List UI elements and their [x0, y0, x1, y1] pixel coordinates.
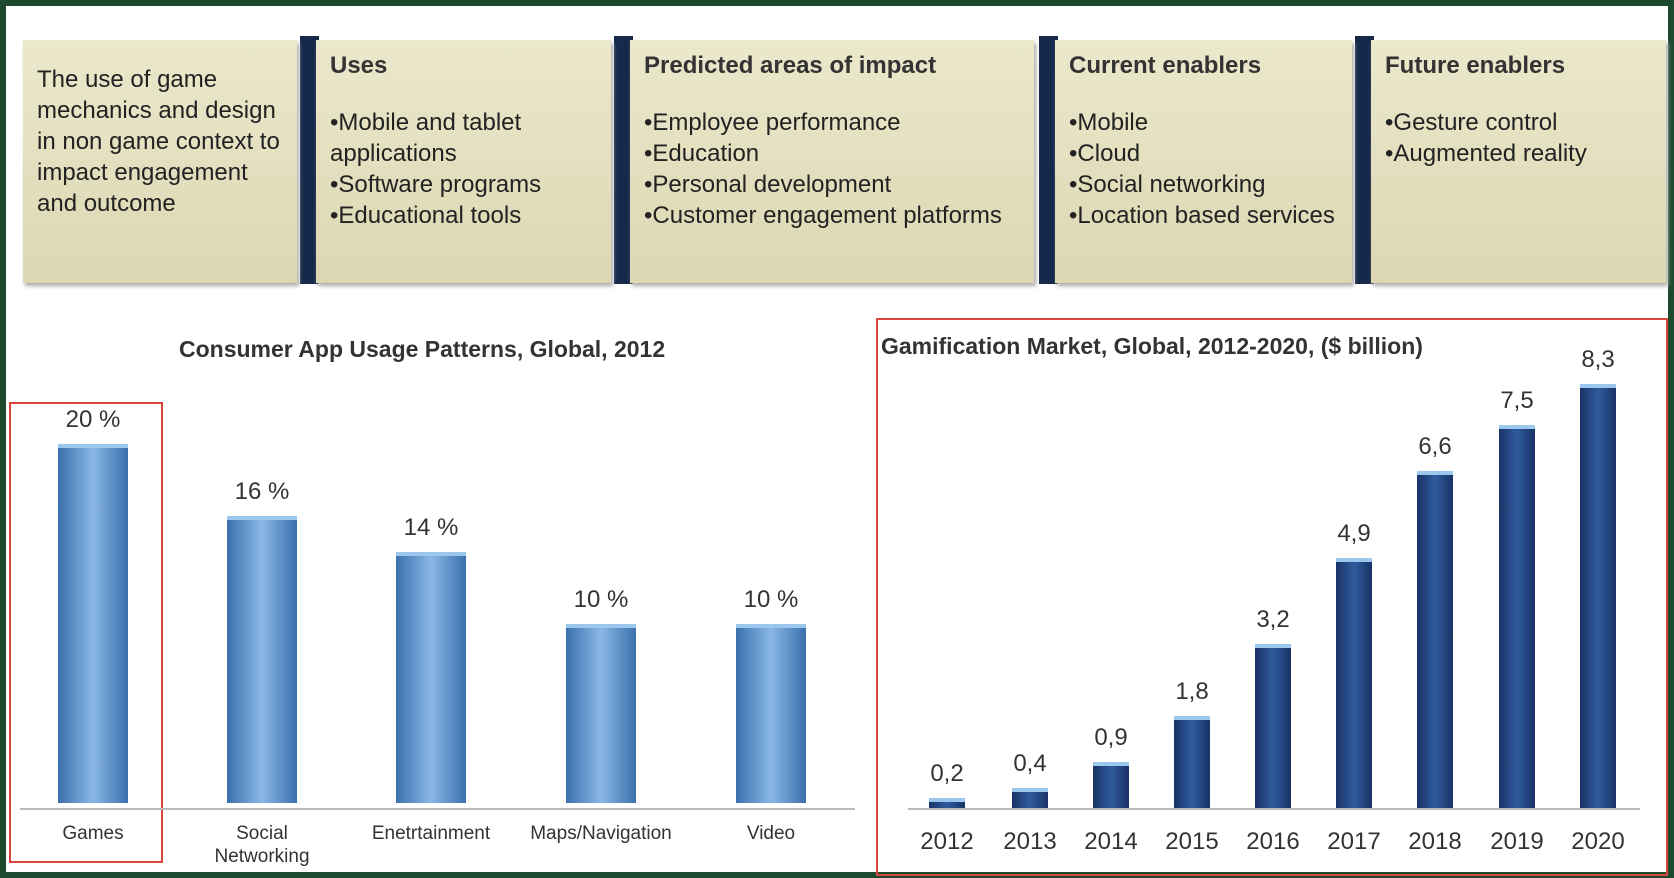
- info-panel: Future enablers •Gesture control •Augmente…: [1371, 40, 1666, 283]
- data-label: 10 %: [573, 585, 629, 613]
- bar: [1093, 762, 1129, 808]
- panel-item: •Education: [644, 140, 760, 167]
- x-tick-label: 2015: [1165, 828, 1219, 855]
- bar: [1174, 716, 1210, 808]
- x-axis: [20, 808, 855, 810]
- data-label: 6,6: [1418, 432, 1452, 460]
- info-panel: The use of game mechanics and design in …: [23, 40, 297, 283]
- panel-item: •Location based services: [1069, 202, 1335, 229]
- bar: [1417, 470, 1453, 808]
- highlight-box: [876, 318, 1668, 876]
- bar: [1499, 424, 1535, 808]
- panel-item: •Educational tools: [330, 202, 522, 229]
- x-tick-label: Games: [62, 823, 124, 844]
- panel-item: •Mobile: [1069, 109, 1149, 136]
- panel-title: Uses: [330, 52, 388, 79]
- x-axis: [908, 808, 1640, 810]
- x-tick-label: Video: [746, 823, 796, 844]
- separator: [300, 36, 319, 284]
- x-tick-label: Enetrtainment: [371, 823, 491, 844]
- data-label: 8,3: [1581, 345, 1615, 373]
- panel-item: •Software programs: [330, 171, 542, 198]
- x-tick-label: 2020: [1571, 828, 1625, 855]
- panel-title: Current enablers: [1069, 52, 1262, 79]
- data-label: 10 %: [743, 585, 799, 613]
- bar: [1336, 557, 1372, 808]
- bar: [1012, 787, 1048, 808]
- info-panel: Uses •Mobile and tablet applications •Soft…: [316, 40, 611, 283]
- x-tick-label: 2013: [1003, 828, 1057, 855]
- bar: [396, 551, 466, 803]
- separator: [1039, 36, 1058, 284]
- panel-item: •Personal development: [644, 171, 892, 198]
- data-label: 0,2: [930, 759, 964, 787]
- data-label: 16 %: [234, 477, 290, 505]
- x-tick-label: 2012: [920, 828, 974, 855]
- bar: [566, 623, 636, 803]
- separator: [614, 36, 633, 284]
- bar: [227, 515, 297, 803]
- data-label: 0,4: [1013, 749, 1047, 777]
- bar: [1255, 644, 1291, 808]
- x-tick-label: 2014: [1084, 828, 1138, 855]
- highlight-box: [9, 402, 163, 863]
- panel-title: Future enablers: [1385, 52, 1566, 79]
- x-tick-label: Maps/Navigation: [530, 823, 672, 844]
- info-panel: Current enablers •Mobile •Cloud •Social net…: [1055, 40, 1352, 283]
- separator: [1355, 36, 1374, 284]
- data-label: 4,9: [1337, 519, 1371, 547]
- panel-title: Predicted areas of impact: [644, 52, 937, 79]
- data-label: 0,9: [1094, 724, 1128, 751]
- bar: [1580, 383, 1616, 808]
- x-tick-label: 2016: [1246, 828, 1300, 855]
- x-tick-label: 2018: [1408, 828, 1462, 855]
- panel-item: •Augmented reality: [1385, 140, 1587, 167]
- x-tick-label: Social Networking: [214, 823, 310, 867]
- data-label: 20 %: [65, 406, 121, 433]
- x-tick-label: 2017: [1327, 828, 1381, 855]
- panel-item: •Social networking: [1069, 171, 1266, 198]
- bar: [736, 623, 806, 803]
- x-tick-label: 2019: [1490, 828, 1544, 855]
- panel-text: The use of game mechanics and design in …: [37, 66, 280, 217]
- bar: [58, 444, 128, 803]
- panel-item: •Customer engagement platforms: [644, 202, 1002, 229]
- data-label: 7,5: [1500, 386, 1534, 414]
- data-label: 1,8: [1175, 678, 1209, 706]
- panel-item: •Gesture control: [1385, 109, 1558, 136]
- info-panel: Predicted areas of impact •Employee perfo…: [630, 40, 1034, 283]
- data-label: 3,2: [1256, 606, 1290, 634]
- chart-title: Gamification Market, Global, 2012-2020, …: [881, 333, 1423, 359]
- panel-item: •Employee performance: [644, 109, 901, 136]
- panel-item: •Mobile and tablet applications: [330, 109, 522, 167]
- data-label: 14 %: [403, 513, 459, 541]
- panel-item: •Cloud: [1069, 140, 1141, 167]
- bar: [929, 797, 965, 808]
- chart-title: Consumer App Usage Patterns, Global, 201…: [179, 336, 666, 362]
